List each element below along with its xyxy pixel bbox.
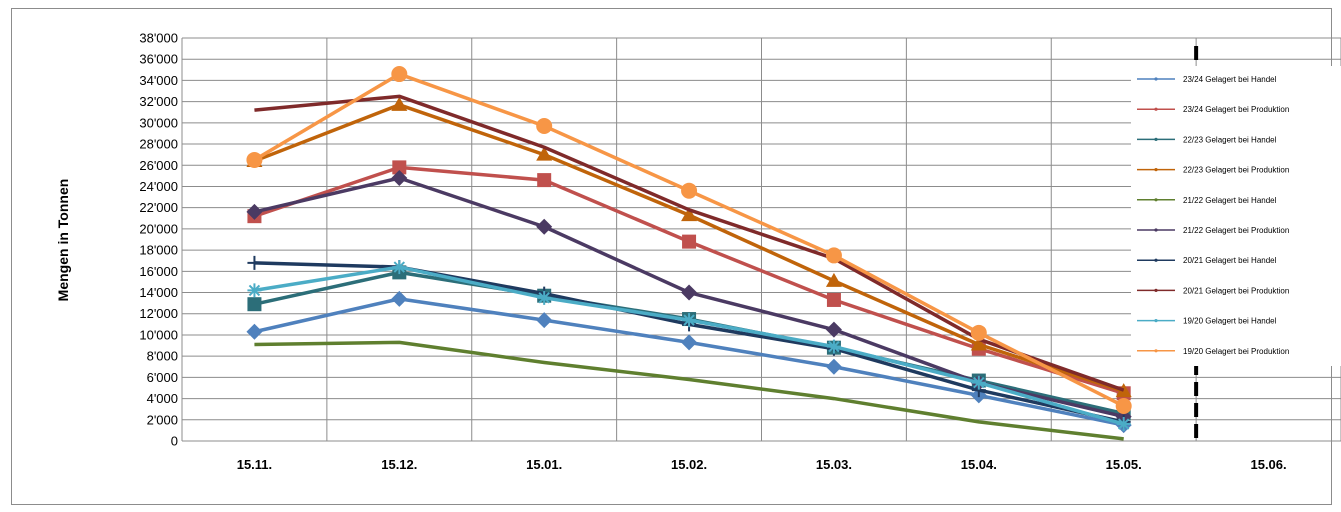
- data-point: [536, 146, 553, 161]
- x-tick-label: 15.04.: [961, 457, 997, 472]
- legend-label: 23/24 Gelagert bei Produktion: [1183, 105, 1289, 114]
- series-9: [246, 66, 1132, 415]
- legend-swatch-marker: [1154, 137, 1158, 141]
- data-point: [681, 334, 698, 351]
- data-point: [682, 313, 697, 328]
- series-8: [247, 260, 1131, 432]
- legend-swatch-marker: [1154, 107, 1158, 111]
- y-tick-label: 10'000: [139, 327, 178, 342]
- y-tick-label: 12'000: [139, 306, 178, 321]
- legend-swatch-marker: [1154, 228, 1158, 232]
- data-point: [681, 284, 698, 301]
- y-tick-label: 18'000: [139, 243, 178, 258]
- x-tick-label: 15.03.: [816, 457, 852, 472]
- y-tick-label: 26'000: [139, 158, 178, 173]
- series-line: [254, 340, 1124, 441]
- y-tick-label: 36'000: [139, 52, 178, 67]
- legend-swatch-marker: [1154, 77, 1158, 81]
- data-point: [391, 169, 408, 186]
- data-point: [681, 182, 698, 199]
- y-tick-label: 22'000: [139, 200, 178, 215]
- x-tick-label: 15.01.: [526, 457, 562, 472]
- x-axis: 15.11. 15.12. 15.01. 15.02. 15.03. 15.04. 15.0…: [237, 457, 1287, 472]
- y-tick-label: 38'000: [139, 31, 178, 46]
- y-axis: 0 2'000 4'000 6'000 8'000 10'000 12'000 14'000 1…: [139, 31, 178, 449]
- y-tick-label: 2'000: [147, 412, 178, 427]
- data-point: [537, 290, 552, 305]
- data-point: [681, 207, 698, 222]
- y-tick-label: 14'000: [139, 285, 178, 300]
- data-point: [970, 324, 987, 341]
- legend-swatch-marker: [1154, 288, 1158, 292]
- y-tick-label: 24'000: [139, 179, 178, 194]
- y-axis-label: Mengen in Tonnen: [55, 179, 71, 302]
- data-point: [970, 336, 987, 351]
- data-point: [537, 173, 552, 188]
- x-tick-label: 15.06.: [1250, 457, 1286, 472]
- data-point: [826, 292, 841, 307]
- legend-label: 22/23 Gelagert bei Produktion: [1183, 166, 1289, 175]
- x-tick-label: 15.02.: [671, 457, 707, 472]
- y-tick-label: 32'000: [139, 94, 178, 109]
- data-point: [391, 290, 408, 307]
- legend-label: 19/20 Gelagert bei Handel: [1183, 317, 1277, 326]
- y-tick-label: 4'000: [147, 391, 178, 406]
- legend-label: 20/21 Gelagert bei Handel: [1183, 256, 1277, 265]
- y-tick-label: 20'000: [139, 221, 178, 236]
- y-tick-label: 34'000: [139, 73, 178, 88]
- data-point: [826, 339, 841, 354]
- legend-box: [1131, 66, 1341, 366]
- legend-label: 23/24 Gelagert bei Handel: [1183, 75, 1277, 84]
- x-tick-label: 15.11.: [237, 457, 272, 472]
- data-point: [246, 323, 263, 340]
- legend-swatch-marker: [1154, 349, 1158, 353]
- legend-swatch-marker: [1154, 319, 1158, 323]
- data-point: [1116, 417, 1131, 432]
- legend-label: 19/20 Gelagert bei Produktion: [1183, 347, 1289, 356]
- data-point: [682, 234, 697, 249]
- x-tick-label: 15.12.: [381, 457, 417, 472]
- data-point: [247, 283, 262, 298]
- legend-swatch-marker: [1154, 198, 1158, 202]
- data-point: [246, 203, 263, 220]
- series-group: [246, 66, 1132, 441]
- series-4: [254, 340, 1124, 441]
- data-point: [1115, 398, 1132, 415]
- x-tick-label: 15.05.: [1106, 457, 1142, 472]
- data-point: [391, 96, 408, 111]
- y-tick-label: 8'000: [147, 349, 178, 364]
- y-tick-label: 30'000: [139, 115, 178, 130]
- data-point: [825, 321, 842, 338]
- data-point: [247, 297, 262, 312]
- y-tick-label: 16'000: [139, 264, 178, 279]
- y-tick-label: 6'000: [147, 370, 178, 385]
- data-point: [825, 272, 842, 287]
- data-point: [392, 260, 407, 275]
- data-point: [536, 118, 553, 135]
- data-point: [536, 312, 553, 329]
- series-line: [253, 165, 1125, 395]
- legend-swatch-marker: [1154, 168, 1158, 172]
- data-point: [246, 151, 263, 168]
- legend-label: 20/21 Gelagert bei Produktion: [1183, 286, 1289, 295]
- legend-label: 21/22 Gelagert bei Produktion: [1183, 226, 1289, 235]
- legend: 23/24 Gelagert bei Handel 23/24 Gelagert …: [1131, 66, 1341, 366]
- data-point: [971, 375, 986, 390]
- legend-swatch-marker: [1154, 258, 1158, 262]
- data-point: [825, 358, 842, 375]
- legend-label: 21/22 Gelagert bei Handel: [1183, 196, 1277, 205]
- data-point: [536, 218, 553, 235]
- data-point: [392, 160, 407, 175]
- data-point: [825, 247, 842, 264]
- y-tick-label: 28'000: [139, 137, 178, 152]
- data-point: [247, 255, 262, 270]
- legend-label: 22/23 Gelagert bei Handel: [1183, 135, 1277, 144]
- data-point: [391, 66, 408, 83]
- y-tick-label: 0: [171, 434, 178, 449]
